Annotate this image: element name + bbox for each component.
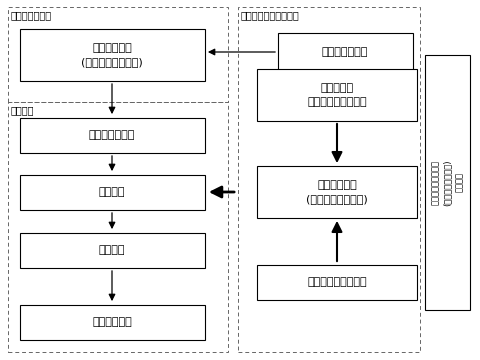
Text: 多帧校验: 多帧校验	[99, 245, 125, 255]
Bar	[8, 102, 228, 352]
Text: 行人检测结果: 行人检测结果	[92, 317, 132, 327]
Bar	[20, 233, 204, 267]
Bar	[425, 55, 470, 310]
Text: 训练样本子集
(基于目标高度分布): 训练样本子集 (基于目标高度分布)	[306, 180, 368, 204]
Bar	[257, 69, 417, 121]
Text: 预选行人区域
(像素梯度垂直投影): 预选行人区域 (像素梯度垂直投影)	[81, 44, 143, 67]
Bar	[257, 265, 417, 300]
Bar	[277, 33, 412, 71]
Bar	[20, 175, 204, 210]
Bar	[257, 166, 417, 218]
Text: 目标尺寸归一化处理
(基于目标距离估算)
系统标定: 目标尺寸归一化处理 (基于目标距离估算) 系统标定	[431, 159, 464, 206]
Text: 远红外视频序列: 远红外视频序列	[322, 47, 368, 57]
Text: 感兴趣区域获取: 感兴趣区域获取	[11, 10, 52, 20]
Text: 多级商加权
梯度直方图特征描述: 多级商加权 梯度直方图特征描述	[307, 84, 367, 107]
Text: 支持向量机学习算法: 支持向量机学习算法	[307, 277, 367, 287]
Bar	[20, 305, 204, 339]
Text: 行人检测: 行人检测	[11, 105, 35, 115]
Bar	[8, 7, 228, 102]
Text: 模式分类: 模式分类	[99, 187, 125, 197]
Bar	[20, 29, 204, 81]
Bar	[20, 117, 204, 153]
Bar	[238, 7, 420, 352]
Text: 三分支结构行人分类器: 三分支结构行人分类器	[241, 10, 300, 20]
Text: 提取感兴趣区域: 提取感兴趣区域	[89, 130, 135, 140]
